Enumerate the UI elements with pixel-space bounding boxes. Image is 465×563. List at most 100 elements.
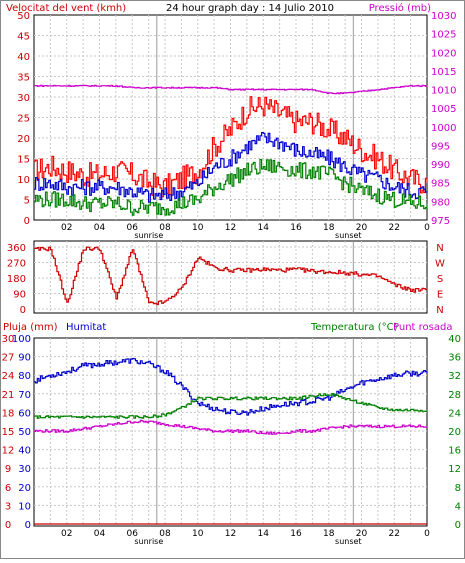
series-average bbox=[34, 132, 428, 203]
humidity-tick-label: 50 bbox=[18, 427, 31, 438]
wind-tick-label: 50 bbox=[17, 11, 30, 22]
series-Humitat bbox=[34, 357, 428, 416]
temperature-tick-label: 32 bbox=[448, 371, 461, 382]
humidity-temperature-panel: 0369121518212427300102030405060708090100… bbox=[2, 334, 461, 546]
x-tick-label: 18 bbox=[323, 529, 335, 539]
temperature-title: Temperatura (°C) bbox=[310, 322, 398, 333]
humidity-tick-label: 30 bbox=[18, 464, 31, 475]
series-Punt rosada bbox=[34, 419, 428, 435]
direction-tick-label: 0 bbox=[20, 305, 26, 316]
rain-tick-label: 9 bbox=[5, 464, 11, 475]
temperature-tick-label: 12 bbox=[448, 464, 461, 475]
x-tick-label: 20 bbox=[356, 529, 368, 539]
pressure-tick-label: 1005 bbox=[431, 104, 456, 115]
x-tick-label: 0 bbox=[424, 223, 430, 233]
humidity-tick-label: 0 bbox=[25, 520, 31, 531]
compass-label: N bbox=[436, 305, 443, 316]
pressure-tick-label: 975 bbox=[431, 216, 450, 227]
sunset-label: sunset bbox=[335, 537, 362, 546]
temperature-tick-label: 24 bbox=[448, 408, 461, 419]
wind-tick-label: 25 bbox=[17, 114, 30, 125]
x-tick-label: 22 bbox=[389, 529, 400, 539]
x-tick-label: 04 bbox=[94, 529, 106, 539]
wind-tick-label: 45 bbox=[17, 32, 30, 43]
compass-label: E bbox=[437, 290, 443, 301]
rain-tick-label: 24 bbox=[2, 371, 15, 382]
humidity-tick-label: 10 bbox=[18, 501, 31, 512]
rain-tick-label: 21 bbox=[2, 390, 15, 401]
wind-tick-label: 10 bbox=[17, 175, 30, 186]
pressure-tick-label: 990 bbox=[431, 160, 450, 171]
humidity-tick-label: 80 bbox=[18, 371, 31, 382]
x-tick-label: 10 bbox=[192, 223, 204, 233]
direction-tick-label: 270 bbox=[7, 259, 26, 270]
pressure-tick-label: 1015 bbox=[431, 67, 456, 78]
dewpoint-title: Punt rosada bbox=[393, 322, 452, 333]
sunrise-label: sunrise bbox=[134, 231, 163, 240]
humidity-tick-label: 100 bbox=[12, 334, 31, 345]
pressure-axis: 975 980 985 990 995 1000 1005 1010 1015 1020 1025 1… bbox=[431, 11, 456, 227]
pressure-title: Pressió (mb) bbox=[369, 2, 431, 14]
wind-speed-title: Velocitat del vent (kmh) bbox=[6, 3, 126, 14]
series-pressure bbox=[34, 84, 428, 95]
date-title: 24 hour graph day : 14 Julio 2010 bbox=[166, 3, 334, 14]
humidity-tick-label: 60 bbox=[18, 408, 31, 419]
humidity-tick-label: 70 bbox=[18, 390, 31, 401]
temperature-axis: 0 4 8 12 16 20 24 28 32 36 40 bbox=[448, 334, 461, 531]
x-tick-label: 06 bbox=[127, 529, 139, 539]
direction-axis: 0 90 180 270 360 bbox=[7, 243, 26, 316]
x-tick-label: 16 bbox=[290, 223, 302, 233]
humidity-tick-label: 20 bbox=[18, 483, 31, 494]
pressure-tick-label: 1030 bbox=[431, 11, 456, 22]
rain-tick-label: 15 bbox=[2, 427, 15, 438]
rain-tick-label: 3 bbox=[5, 501, 11, 512]
rain-tick-label: 27 bbox=[2, 353, 15, 364]
compass-label: N bbox=[436, 243, 443, 254]
wind-tick-label: 20 bbox=[17, 134, 30, 145]
temperature-tick-label: 0 bbox=[455, 520, 461, 531]
rain-tick-label: 18 bbox=[2, 408, 15, 419]
wind-tick-label: 5 bbox=[24, 196, 30, 207]
series-direction bbox=[34, 246, 428, 306]
compass-label: W bbox=[435, 259, 445, 270]
pressure-tick-label: 980 bbox=[431, 197, 450, 208]
pressure-tick-label: 1020 bbox=[431, 48, 456, 59]
compass-label: S bbox=[437, 274, 443, 285]
x-tick-label: 20 bbox=[356, 223, 368, 233]
temperature-tick-label: 8 bbox=[455, 483, 461, 494]
x-tick-label: 18 bbox=[323, 223, 335, 233]
series-minimum bbox=[34, 158, 428, 216]
rain-humidity-axis: 0 3 6 9 12 15 18 21 24 27 30 0 10 20 30 40 50 60 70 80 90 100 bbox=[2, 334, 31, 531]
x-tick-label: 14 bbox=[258, 223, 270, 233]
x-tick-label: 14 bbox=[258, 529, 270, 539]
x-tick-label: 02 bbox=[61, 529, 72, 539]
series-Temperatura bbox=[34, 393, 428, 419]
pressure-tick-label: 1000 bbox=[431, 123, 456, 134]
sunset-label: sunset bbox=[335, 231, 362, 240]
pressure-tick-label: 1010 bbox=[431, 86, 456, 97]
x-tick-label: 04 bbox=[94, 223, 106, 233]
humidity-tick-label: 90 bbox=[18, 353, 31, 364]
temperature-tick-label: 20 bbox=[448, 427, 461, 438]
direction-tick-label: 360 bbox=[7, 243, 26, 254]
sunrise-label: sunrise bbox=[134, 537, 163, 546]
pressure-tick-label: 985 bbox=[431, 179, 450, 190]
pressure-tick-label: 1025 bbox=[431, 30, 456, 41]
rain-title: Pluja (mm) bbox=[3, 322, 58, 333]
temperature-tick-label: 28 bbox=[448, 390, 461, 401]
x-tick-label: 08 bbox=[159, 529, 171, 539]
x-tick-label: 12 bbox=[225, 223, 236, 233]
time-axis-bottom: 02 04 06 08 10 12 14 16 18 20 22 0 sunrise sunset bbox=[61, 529, 430, 546]
wind-tick-label: 0 bbox=[24, 216, 30, 227]
time-axis-top: 02 04 06 08 10 12 14 16 18 20 22 0 sunrise sunset bbox=[61, 223, 430, 240]
wind-tick-label: 35 bbox=[17, 73, 30, 84]
temperature-tick-label: 40 bbox=[448, 334, 461, 345]
temperature-tick-label: 36 bbox=[448, 353, 461, 364]
rain-tick-label: 12 bbox=[2, 446, 15, 457]
rain-tick-label: 6 bbox=[5, 483, 11, 494]
